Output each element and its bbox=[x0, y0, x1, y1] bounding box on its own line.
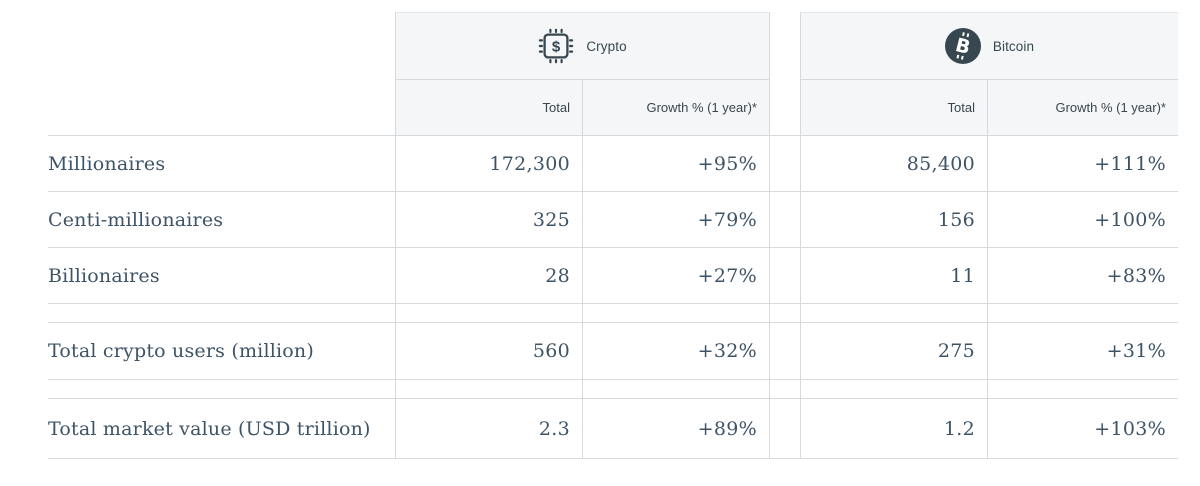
bitcoin-growth-value: +100% bbox=[988, 192, 1178, 248]
table-row-total-crypto-users: Total crypto users (million) 560 +32% 27… bbox=[48, 323, 1178, 380]
gap-cell bbox=[770, 192, 800, 248]
crypto-total-value: 560 bbox=[395, 323, 583, 380]
crypto-group-header: $ Crypto bbox=[395, 12, 770, 80]
bitcoin-growth-value: +83% bbox=[988, 248, 1178, 304]
bitcoin-group-header: B Bitcoin bbox=[800, 12, 1178, 80]
table-row-total-market-value: Total market value (USD trillion) 2.3 +8… bbox=[48, 399, 1178, 459]
svg-text:B: B bbox=[953, 34, 972, 59]
crypto-total-value: 28 bbox=[395, 248, 583, 304]
table-row-billionaires: Billionaires 28 +27% 11 +83% bbox=[48, 248, 1178, 304]
bitcoin-icon: B bbox=[944, 28, 981, 64]
crypto-total-value: 2.3 bbox=[395, 399, 583, 459]
crypto-growth-value: +32% bbox=[583, 323, 770, 380]
gap-cell bbox=[770, 12, 800, 80]
empty-label-header-cell bbox=[48, 80, 395, 136]
spacer-cell bbox=[800, 380, 988, 399]
crypto-total-header: Total bbox=[395, 80, 583, 136]
row-label: Centi-millionaires bbox=[48, 192, 395, 248]
spacer-cell bbox=[583, 380, 770, 399]
crypto-total-value: 325 bbox=[395, 192, 583, 248]
spacer-cell bbox=[800, 304, 988, 323]
empty-corner-cell bbox=[48, 12, 395, 80]
column-header-row: Total Growth % (1 year)* Total Growth % … bbox=[48, 80, 1178, 136]
bitcoin-total-value: 85,400 bbox=[800, 136, 988, 192]
row-label: Total market value (USD trillion) bbox=[48, 399, 395, 459]
table-row-centi-millionaires: Centi-millionaires 325 +79% 156 +100% bbox=[48, 192, 1178, 248]
spacer-cell bbox=[48, 304, 395, 323]
spacer-cell bbox=[48, 380, 395, 399]
spacer-cell bbox=[395, 304, 583, 323]
bitcoin-growth-value: +103% bbox=[988, 399, 1178, 459]
gap-cell bbox=[770, 399, 800, 459]
bitcoin-total-header: Total bbox=[800, 80, 988, 136]
crypto-group-label: Crypto bbox=[586, 38, 627, 54]
spacer-cell bbox=[583, 304, 770, 323]
spacer-cell bbox=[988, 380, 1178, 399]
gap-cell bbox=[770, 304, 800, 323]
svg-text:$: $ bbox=[552, 39, 561, 56]
crypto-growth-value: +89% bbox=[583, 399, 770, 459]
spacer-row bbox=[48, 380, 1178, 399]
crypto-vs-bitcoin-wealth-table: $ Crypto B Bitcoin bbox=[48, 12, 1178, 459]
crypto-growth-value: +95% bbox=[583, 136, 770, 192]
bitcoin-total-value: 11 bbox=[800, 248, 988, 304]
bitcoin-growth-header: Growth % (1 year)* bbox=[988, 80, 1178, 136]
spacer-cell bbox=[395, 380, 583, 399]
gap-cell bbox=[770, 136, 800, 192]
gap-cell bbox=[770, 80, 800, 136]
crypto-growth-header: Growth % (1 year)* bbox=[583, 80, 770, 136]
bitcoin-total-value: 1.2 bbox=[800, 399, 988, 459]
row-label: Millionaires bbox=[48, 136, 395, 192]
bitcoin-total-value: 275 bbox=[800, 323, 988, 380]
crypto-total-value: 172,300 bbox=[395, 136, 583, 192]
row-label: Total crypto users (million) bbox=[48, 323, 395, 380]
crypto-chip-icon: $ bbox=[538, 28, 574, 64]
table-row-millionaires: Millionaires 172,300 +95% 85,400 +111% bbox=[48, 136, 1178, 192]
crypto-growth-value: +27% bbox=[583, 248, 770, 304]
bitcoin-total-value: 156 bbox=[800, 192, 988, 248]
gap-cell bbox=[770, 248, 800, 304]
crypto-growth-value: +79% bbox=[583, 192, 770, 248]
gap-cell bbox=[770, 380, 800, 399]
bitcoin-growth-value: +31% bbox=[988, 323, 1178, 380]
group-header-row: $ Crypto B Bitcoin bbox=[48, 12, 1178, 80]
gap-cell bbox=[770, 323, 800, 380]
row-label: Billionaires bbox=[48, 248, 395, 304]
spacer-cell bbox=[988, 304, 1178, 323]
bitcoin-group-label: Bitcoin bbox=[992, 38, 1035, 54]
bitcoin-growth-value: +111% bbox=[988, 136, 1178, 192]
spacer-row bbox=[48, 304, 1178, 323]
